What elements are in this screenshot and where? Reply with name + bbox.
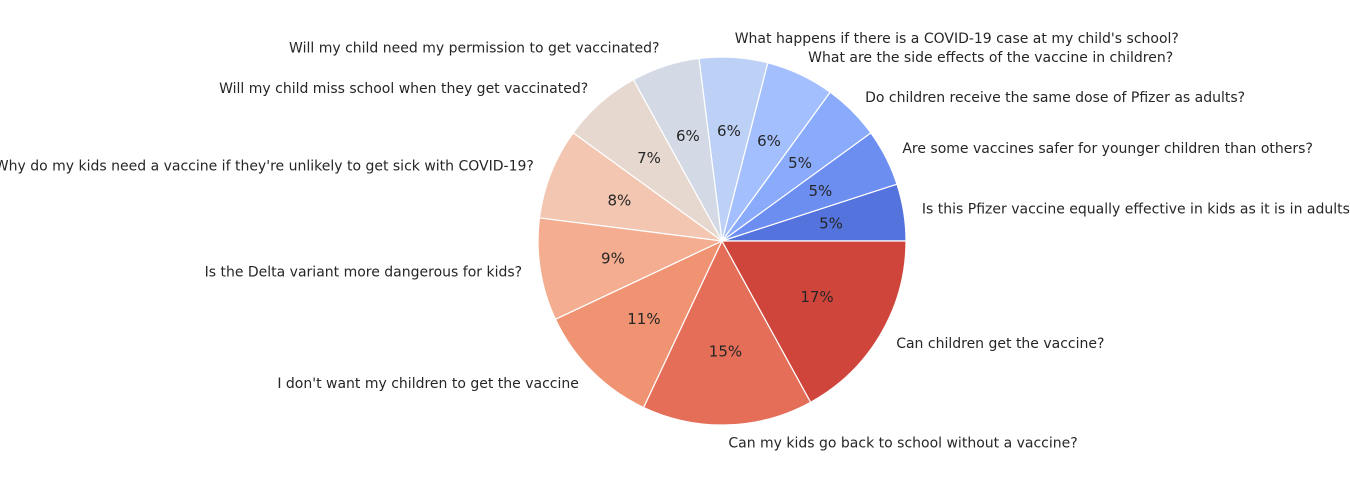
slice-category-label: Will my child miss school when they get … [219, 81, 588, 97]
pie-slice [538, 132, 723, 242]
pie-slice [537, 217, 725, 321]
percent-labels: 5% 5% 5% 6% 6% 6% 7% 8% 9% 11% 15% 17% [601, 122, 843, 361]
slice-percent-label: 5% [788, 154, 812, 172]
slice-percent-label: 17% [800, 288, 833, 306]
slice-percent-label: 7% [637, 149, 661, 167]
category-labels: Is this Pfizer vaccine equally effective… [0, 31, 1350, 451]
slice-category-label: Is the Delta variant more dangerous for … [205, 265, 523, 281]
slice-category-label: Do children receive the same dose of Pfi… [865, 90, 1245, 106]
slice-category-label: Can children get the vaccine? [896, 336, 1104, 352]
slice-category-label: What happens if there is a COVID-19 case… [735, 31, 1179, 47]
slice-percent-label: 8% [607, 191, 631, 209]
slice-percent-label: 6% [757, 132, 781, 150]
slice-percent-label: 5% [808, 182, 832, 200]
slice-category-label: Will my child need my permission to get … [289, 41, 659, 57]
slice-percent-label: 11% [627, 310, 660, 328]
slice-category-label: I don't want my children to get the vacc… [277, 376, 579, 392]
slice-percent-label: 15% [709, 342, 742, 360]
slice-percent-label: 6% [717, 122, 741, 140]
pie-slice [554, 239, 724, 409]
slice-percent-label: 5% [819, 215, 843, 233]
slice-category-label: Why do my kids need a vaccine if they're… [0, 158, 534, 174]
pie-slice [642, 239, 812, 426]
slice-category-label: What are the side effects of the vaccine… [808, 50, 1173, 66]
slice-category-label: Are some vaccines safer for younger chil… [902, 141, 1313, 157]
slice-category-label: Is this Pfizer vaccine equally effective… [922, 201, 1350, 217]
pie-slices [537, 56, 907, 426]
pie-slice [720, 240, 907, 404]
slice-category-label: Can my kids go back to school without a … [728, 435, 1077, 451]
slice-percent-label: 6% [676, 127, 700, 145]
slice-percent-label: 9% [601, 249, 625, 267]
